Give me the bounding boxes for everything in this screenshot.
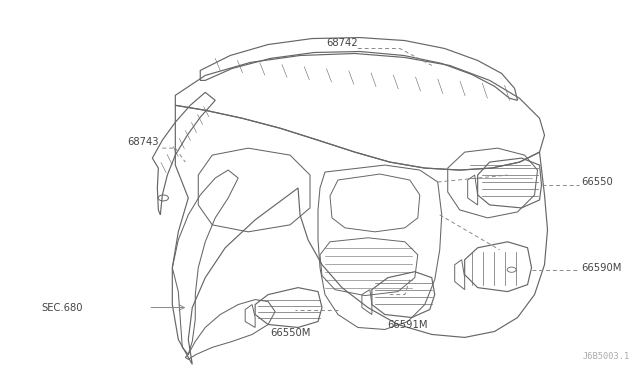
Text: SEC.680: SEC.680 — [41, 302, 83, 312]
Text: J6B5003.1: J6B5003.1 — [582, 352, 630, 361]
Text: 66550M: 66550M — [270, 328, 310, 339]
Text: 66550: 66550 — [581, 177, 613, 187]
Text: 66591M: 66591M — [388, 320, 428, 330]
Text: 68742: 68742 — [326, 38, 358, 48]
Text: 66590M: 66590M — [581, 263, 622, 273]
Text: 68743: 68743 — [127, 137, 158, 147]
